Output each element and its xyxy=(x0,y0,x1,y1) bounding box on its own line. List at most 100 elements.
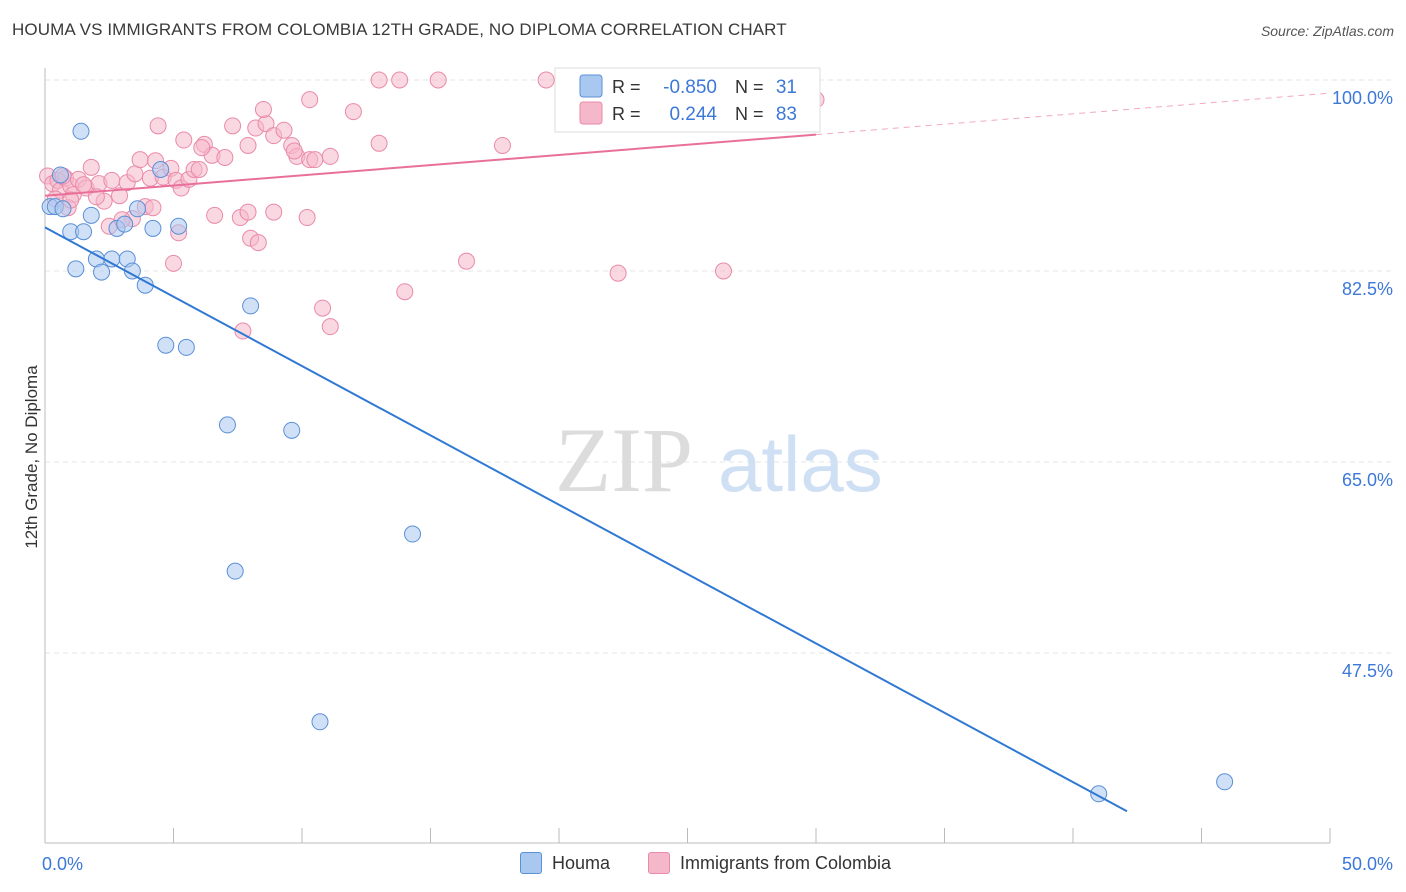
houma-point xyxy=(242,297,260,315)
colombia-point xyxy=(239,203,257,221)
colombia-point xyxy=(370,134,388,152)
colombia-point xyxy=(224,117,242,135)
houma-point xyxy=(218,416,236,434)
houma-point xyxy=(129,200,147,218)
colombia-point xyxy=(285,142,303,160)
colombia-point xyxy=(131,151,149,169)
trend-lines xyxy=(44,92,1331,813)
colombia-point xyxy=(275,121,293,139)
colombia-point xyxy=(457,252,475,270)
y-tick-label: 47.5% xyxy=(1342,661,1393,681)
colombia-point xyxy=(314,299,332,317)
colombia-point xyxy=(344,103,362,121)
colombia-point xyxy=(175,131,193,149)
trend-line-houma xyxy=(44,226,1128,813)
legend-swatch-houma xyxy=(520,852,542,874)
stats-n-value-colombia: 83 xyxy=(776,104,797,125)
houma-point xyxy=(283,421,301,439)
houma-point xyxy=(116,215,134,233)
watermark-zip: ZIP xyxy=(555,409,693,511)
legend-label-houma: Houma xyxy=(552,852,611,873)
colombia-point xyxy=(370,71,388,89)
colombia-point xyxy=(254,100,272,118)
trend-line-colombia xyxy=(44,133,817,197)
colombia-point xyxy=(298,209,316,227)
y-tick-labels: 47.5% 65.0% 82.5% 100.0% xyxy=(1332,88,1393,681)
trend-line-colombia-extension xyxy=(815,92,1331,136)
colombia-point xyxy=(149,117,167,135)
colombia-point xyxy=(216,148,234,166)
colombia-point xyxy=(321,147,339,165)
x-tick-label-end: 50.0% xyxy=(1342,854,1393,874)
colombia-point xyxy=(144,199,162,217)
axes xyxy=(44,68,1331,844)
colombia-point xyxy=(126,165,144,183)
legend-label-colombia: Immigrants from Colombia xyxy=(680,852,892,873)
colombia-point xyxy=(714,262,732,280)
houma-point xyxy=(226,562,244,580)
legend-swatch-colombia xyxy=(648,852,670,874)
houma-point xyxy=(177,338,195,356)
stats-r-label-colombia: R = xyxy=(612,104,641,124)
houma-point xyxy=(51,166,69,184)
houma-point xyxy=(157,336,175,354)
y-tick-label: 82.5% xyxy=(1342,279,1393,299)
houma-point xyxy=(82,206,100,224)
legend-item-colombia[interactable]: Immigrants from Colombia xyxy=(648,852,891,874)
houma-point xyxy=(1216,773,1234,791)
y-tick-label: 100.0% xyxy=(1332,88,1393,108)
houma-point xyxy=(93,263,111,281)
colombia-point xyxy=(321,318,339,336)
colombia-point xyxy=(75,176,93,194)
grid-lines xyxy=(45,79,1392,654)
chart-title: HOUMA VS IMMIGRANTS FROM COLOMBIA 12TH G… xyxy=(12,20,787,39)
houma-point xyxy=(54,200,72,218)
houma-point xyxy=(170,217,188,235)
colombia-point xyxy=(206,206,224,224)
stats-legend-swatch-houma xyxy=(579,74,603,98)
colombia-point xyxy=(103,171,121,189)
houma-point xyxy=(404,525,422,543)
colombia-point xyxy=(391,71,409,89)
x-tick-label-start: 0.0% xyxy=(42,854,83,874)
colombia-point xyxy=(301,91,319,109)
colombia-point xyxy=(609,264,627,282)
colombia-point xyxy=(537,71,555,89)
stats-n-value-houma: 31 xyxy=(776,77,797,98)
stats-r-label-houma: R = xyxy=(612,77,641,97)
houma-point xyxy=(311,713,329,731)
houma-point xyxy=(144,219,162,237)
colombia-point xyxy=(111,187,129,205)
colombia-point xyxy=(165,254,182,272)
colombia-point xyxy=(234,322,252,340)
colombia-point xyxy=(265,203,283,221)
legend-item-houma[interactable]: Houma xyxy=(520,852,610,874)
houma-point xyxy=(72,122,90,140)
series-houma-points xyxy=(41,122,1234,803)
colombia-point xyxy=(190,160,208,178)
houma-point xyxy=(152,160,170,178)
houma-point xyxy=(75,223,93,241)
stats-r-value-colombia: 0.244 xyxy=(669,104,717,125)
colombia-point xyxy=(429,71,447,89)
y-axis-label: 12th Grade, No Diploma xyxy=(22,365,41,549)
stats-n-label-colombia: N = xyxy=(735,104,764,124)
stats-r-value-houma: -0.850 xyxy=(663,77,717,98)
stats-legend-swatch-colombia xyxy=(579,101,603,125)
y-tick-label: 65.0% xyxy=(1342,470,1393,490)
colombia-point xyxy=(306,151,324,169)
x-tick-labels: 0.0% 50.0% xyxy=(42,854,1393,874)
houma-point xyxy=(67,260,85,278)
stats-n-label-houma: N = xyxy=(735,77,764,97)
colombia-point xyxy=(493,136,511,154)
colombia-point xyxy=(239,136,257,154)
colombia-point xyxy=(193,139,211,157)
stats-legend: R = -0.850 N = 31 R = 0.244 N = 83 xyxy=(554,67,821,133)
colombia-point xyxy=(396,283,414,301)
source-label: Source: ZipAtlas.com xyxy=(1260,23,1394,39)
watermark-atlas: atlas xyxy=(718,420,883,508)
colombia-point xyxy=(249,234,267,252)
colombia-point xyxy=(82,158,100,176)
series-legend: Houma Immigrants from Colombia xyxy=(0,852,1406,876)
